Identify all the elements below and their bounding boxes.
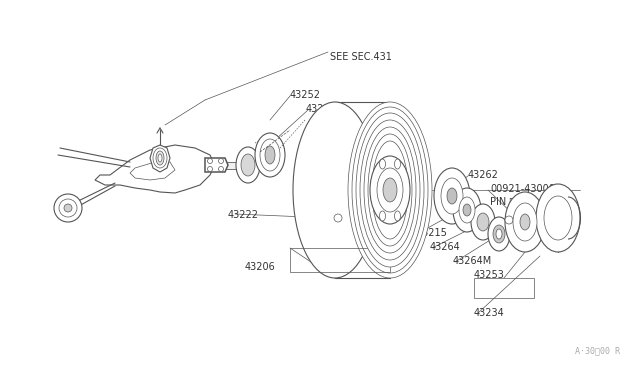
Ellipse shape bbox=[383, 178, 397, 202]
Circle shape bbox=[218, 167, 223, 171]
Circle shape bbox=[334, 214, 342, 222]
Ellipse shape bbox=[360, 120, 420, 260]
Ellipse shape bbox=[236, 147, 260, 183]
Ellipse shape bbox=[377, 168, 403, 212]
Ellipse shape bbox=[505, 192, 545, 252]
Text: 43210: 43210 bbox=[306, 104, 337, 114]
Ellipse shape bbox=[477, 213, 489, 231]
Ellipse shape bbox=[463, 204, 471, 216]
Ellipse shape bbox=[471, 204, 495, 240]
Text: 43264: 43264 bbox=[430, 242, 461, 252]
Circle shape bbox=[207, 158, 212, 164]
Ellipse shape bbox=[158, 154, 162, 162]
Circle shape bbox=[54, 194, 82, 222]
Circle shape bbox=[207, 167, 212, 171]
Ellipse shape bbox=[520, 214, 530, 230]
Ellipse shape bbox=[380, 159, 385, 169]
Ellipse shape bbox=[293, 102, 377, 278]
Ellipse shape bbox=[434, 168, 470, 224]
Polygon shape bbox=[205, 158, 228, 172]
Text: 43206: 43206 bbox=[245, 262, 276, 272]
Ellipse shape bbox=[544, 196, 572, 240]
Text: 43222: 43222 bbox=[228, 210, 259, 220]
Ellipse shape bbox=[370, 156, 410, 224]
Text: 00921-43000: 00921-43000 bbox=[490, 184, 555, 194]
Ellipse shape bbox=[513, 203, 537, 241]
Text: SEE SEC.431: SEE SEC.431 bbox=[330, 52, 392, 62]
Ellipse shape bbox=[488, 217, 510, 251]
Ellipse shape bbox=[156, 151, 164, 165]
Text: 43253: 43253 bbox=[474, 270, 505, 280]
Ellipse shape bbox=[356, 113, 424, 267]
Ellipse shape bbox=[265, 146, 275, 164]
Ellipse shape bbox=[441, 178, 463, 214]
Polygon shape bbox=[95, 145, 215, 193]
Ellipse shape bbox=[536, 184, 580, 252]
Ellipse shape bbox=[153, 148, 167, 168]
Polygon shape bbox=[225, 162, 280, 169]
Text: 43252: 43252 bbox=[290, 90, 321, 100]
Ellipse shape bbox=[493, 225, 505, 243]
Ellipse shape bbox=[459, 197, 475, 223]
Ellipse shape bbox=[394, 159, 401, 169]
Ellipse shape bbox=[352, 107, 428, 273]
Text: 43215: 43215 bbox=[417, 228, 448, 238]
Circle shape bbox=[59, 199, 77, 217]
Ellipse shape bbox=[260, 139, 280, 171]
Ellipse shape bbox=[447, 188, 457, 204]
Ellipse shape bbox=[453, 188, 481, 232]
Ellipse shape bbox=[255, 133, 285, 177]
Text: PIN ピン(2): PIN ピン(2) bbox=[490, 196, 535, 206]
Ellipse shape bbox=[348, 102, 432, 278]
Text: 43262: 43262 bbox=[468, 170, 499, 180]
Ellipse shape bbox=[394, 211, 401, 221]
Ellipse shape bbox=[241, 154, 255, 176]
Ellipse shape bbox=[496, 229, 502, 239]
Bar bbox=[290, 248, 390, 272]
Text: 43264M: 43264M bbox=[453, 256, 492, 266]
Circle shape bbox=[218, 158, 223, 164]
Ellipse shape bbox=[380, 211, 385, 221]
Circle shape bbox=[505, 216, 513, 224]
Bar bbox=[474, 278, 534, 298]
Circle shape bbox=[64, 204, 72, 212]
Polygon shape bbox=[150, 145, 170, 172]
Ellipse shape bbox=[364, 127, 416, 253]
Ellipse shape bbox=[372, 141, 408, 239]
Text: A·30⁂00 R: A·30⁂00 R bbox=[575, 346, 620, 355]
Polygon shape bbox=[130, 162, 175, 180]
Ellipse shape bbox=[368, 134, 412, 246]
Text: 43234: 43234 bbox=[474, 308, 505, 318]
